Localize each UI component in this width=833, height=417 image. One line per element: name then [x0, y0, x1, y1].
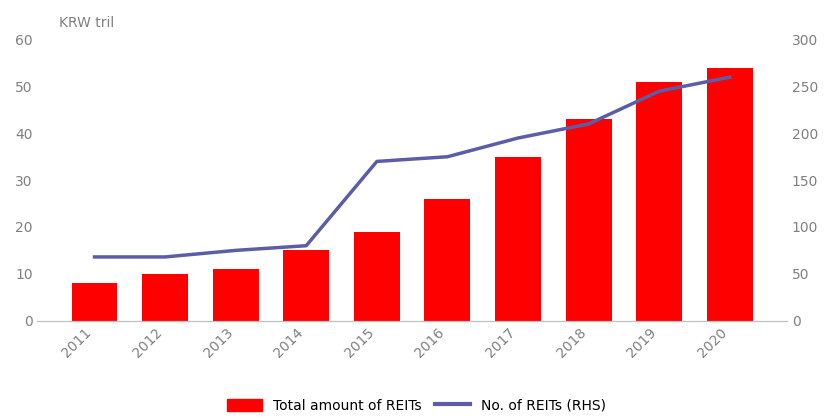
Bar — [425, 199, 471, 321]
Bar — [707, 68, 753, 321]
Legend: Total amount of REITs, No. of REITs (RHS): Total amount of REITs, No. of REITs (RHS… — [222, 393, 611, 417]
Bar — [142, 274, 188, 321]
Bar — [72, 283, 117, 321]
Bar — [495, 157, 541, 321]
Bar — [566, 119, 611, 321]
Bar — [636, 82, 682, 321]
Text: KRW tril: KRW tril — [59, 16, 114, 30]
Bar — [212, 269, 258, 321]
Bar — [354, 232, 400, 321]
Bar — [283, 250, 329, 321]
